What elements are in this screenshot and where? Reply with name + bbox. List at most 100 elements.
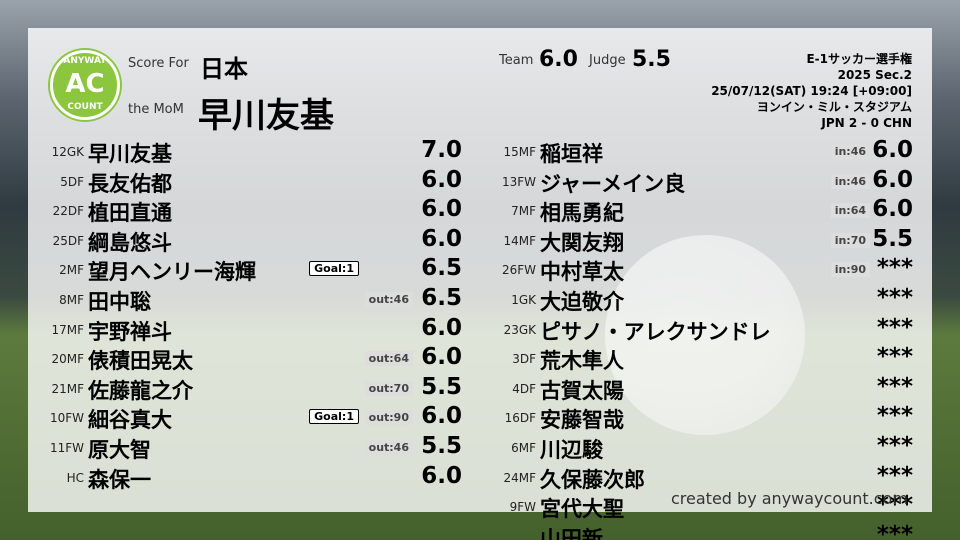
rating: 6.0 [421, 196, 462, 223]
rating: 5.5 [421, 373, 462, 400]
position: 16DF [504, 411, 536, 426]
judge-score: 5.5 [632, 47, 671, 72]
position: 4DF [512, 381, 536, 396]
player-name: 細谷真大 [88, 408, 172, 433]
logo-bottom: COUNT [67, 102, 103, 112]
rating: 6.0 [872, 137, 913, 163]
rating: 6.0 [421, 314, 462, 341]
team-label: Team [499, 53, 534, 68]
position: 1GK [511, 293, 536, 307]
goal-tag: Goal:1 [309, 409, 359, 425]
player-name: 森保一 [88, 467, 151, 492]
player-name: 俵積田晃太 [88, 349, 193, 374]
footer: created by anywaycount.com [671, 489, 908, 508]
position: 25DF [52, 233, 84, 248]
player-name: 早川友基 [88, 142, 172, 166]
result: JPN 2 - 0 CHN [821, 116, 912, 130]
team-score: 6.0 [539, 47, 578, 72]
rating: *** [876, 492, 913, 519]
team: 日本 [200, 55, 248, 83]
player-name: 荒木隼人 [540, 349, 624, 374]
rating: *** [876, 285, 913, 311]
rating: *** [876, 462, 913, 489]
player-name: 久保藤次郎 [540, 467, 645, 492]
player-name: 宇野禅斗 [88, 319, 172, 344]
position: 15MF [503, 145, 536, 159]
position: 3DF [512, 352, 536, 367]
logo-mark: AC [65, 69, 105, 99]
player-name: 安藤智哉 [540, 408, 624, 433]
player-name: 佐藤龍之介 [88, 378, 193, 403]
position: 17MF [51, 322, 84, 337]
position: 11FW [49, 441, 84, 455]
sub-tag: in:46 [830, 173, 870, 189]
player-name: 宮代大聖 [540, 497, 624, 522]
player-name: 大関友翔 [540, 230, 624, 255]
player-name: 稲垣祥 [540, 142, 603, 166]
rating: 6.0 [421, 344, 462, 371]
sub-tag: in:46 [830, 144, 870, 159]
position: 23GK [503, 322, 536, 337]
match-info: E-1サッカー選手権 2025 Sec.2 25/07/12(SAT) 19:2… [711, 51, 912, 131]
position: 24MF [503, 470, 536, 485]
position: 8MF [59, 293, 84, 307]
rating: 5.5 [872, 225, 913, 252]
rating: 6.0 [421, 462, 462, 489]
sub-tag: in:64 [830, 203, 870, 219]
rating: 6.5 [421, 285, 462, 311]
sub-tag: out:46 [364, 292, 413, 307]
rating: 6.0 [421, 225, 462, 252]
rating: 6.5 [421, 255, 462, 282]
sub-tag: out:90 [364, 410, 413, 426]
player-name: 相馬勇紀 [540, 201, 624, 226]
position: 26FW [501, 263, 536, 278]
mom: 早川友基 [198, 96, 334, 136]
player-name: 望月ヘンリー海輝 [88, 260, 256, 285]
rating: *** [876, 403, 913, 430]
player-name: 綱島悠斗 [88, 230, 172, 255]
judge-label: Judge [589, 53, 626, 68]
position: 7MF [511, 204, 536, 219]
position: HC [66, 470, 84, 485]
player-name: 中村草太 [540, 260, 624, 285]
player-name: 植田直通 [88, 201, 172, 226]
rating: 5.5 [421, 433, 462, 459]
sub-tag: out:46 [364, 440, 413, 455]
rating: *** [876, 255, 913, 282]
logo: ANYWAY AC COUNT [50, 50, 120, 120]
position: 2MF [59, 263, 84, 278]
sub-tag: out:70 [364, 380, 413, 396]
player-name: ピサノ・アレクサンドレ [540, 319, 771, 344]
rating: 6.0 [872, 196, 913, 223]
datetime: 25/07/12(SAT) 19:24 [+09:00] [711, 84, 912, 98]
position: 9FW [509, 500, 536, 515]
sub-tag: out:64 [364, 351, 413, 367]
score-for-label: Score For [128, 56, 189, 71]
panel [28, 28, 932, 512]
rating: 6.0 [421, 403, 462, 430]
position: 12GK [51, 145, 84, 159]
player-name: 田中聡 [88, 290, 151, 314]
position: 14MF [503, 233, 536, 248]
position: 6MF [511, 441, 536, 455]
player-name: 古賀太陽 [540, 378, 624, 403]
rating: 7.0 [421, 137, 462, 163]
sub-tag: in:90 [830, 262, 870, 278]
position: 22DF [52, 204, 84, 219]
player-name: ジャーメイン良 [540, 171, 686, 196]
player-name: 川辺駿 [540, 438, 603, 462]
rating: 6.0 [872, 166, 913, 193]
rating: 6.0 [421, 166, 462, 193]
rating: *** [876, 344, 913, 371]
rating: *** [876, 521, 913, 540]
player-name: 大迫敬介 [540, 290, 624, 314]
position: 5DF [60, 174, 84, 189]
player-name: 長友佑都 [88, 171, 172, 196]
rating: *** [876, 373, 913, 400]
position: 10FW [49, 411, 84, 426]
competition: E-1サッカー選手権 [806, 52, 912, 66]
mom-label: the MoM [128, 102, 184, 117]
venue: ヨンイン・ミル・スタジアム [756, 100, 912, 114]
goal-tag: Goal:1 [309, 261, 359, 277]
